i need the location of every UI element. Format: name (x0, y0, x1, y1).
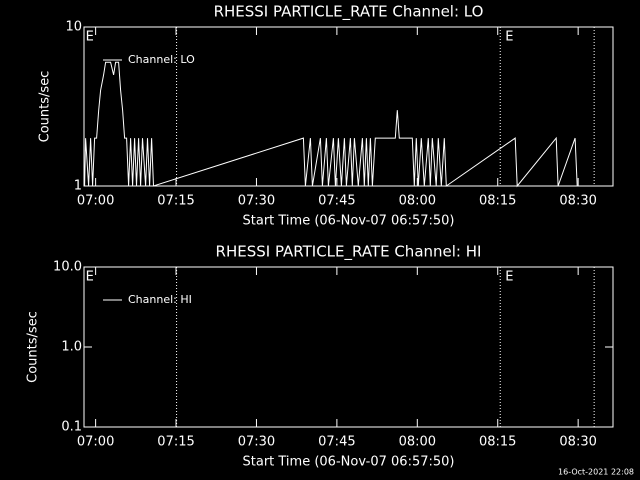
x-tick-label: 08:00 (399, 435, 436, 450)
annotation: E (86, 270, 94, 285)
x-tick-label: 07:15 (157, 435, 194, 450)
annotation: E (505, 270, 513, 285)
chart-title: RHESSI PARTICLE_RATE Channel: LO (214, 3, 484, 22)
footer: 16-Oct-2021 22:08 (558, 468, 634, 477)
x-axis-label: Start Time (06-Nov-07 06:57:50) (243, 455, 455, 470)
y-tick-label: 10.0 (53, 260, 82, 275)
x-tick-label: 07:45 (318, 435, 355, 450)
x-tick-label: 07:45 (318, 194, 355, 209)
data-line (84, 61, 599, 188)
y-tick-label: 1 (74, 179, 82, 194)
x-tick-label: 08:30 (559, 194, 596, 209)
y-tick-label: 1.0 (61, 340, 82, 355)
x-tick-label: 08:00 (399, 194, 436, 209)
legend-label: Channel: HI (128, 293, 192, 306)
chart-title: RHESSI PARTICLE_RATE Channel: HI (216, 243, 482, 262)
x-tick-label: 08:15 (479, 435, 516, 450)
y-axis-label: Counts/sec (26, 311, 41, 383)
x-tick-label: 07:00 (77, 194, 114, 209)
x-tick-label: 07:15 (157, 194, 194, 209)
legend-label: Channel: LO (128, 53, 195, 66)
y-tick-label: 10 (65, 20, 82, 35)
x-tick-label: 07:30 (238, 435, 275, 450)
y-axis-label: Counts/sec (38, 71, 53, 143)
y-tick-label: 0.1 (61, 420, 82, 435)
annotation: E (505, 30, 513, 45)
x-tick-label: 08:30 (559, 435, 596, 450)
x-tick-label: 07:00 (77, 435, 114, 450)
plot-frame (83, 266, 614, 428)
x-tick-label: 07:30 (238, 194, 275, 209)
annotation: E (86, 30, 94, 45)
plot-frame (83, 26, 614, 187)
x-tick-label: 08:15 (479, 194, 516, 209)
x-axis-label: Start Time (06-Nov-07 06:57:50) (243, 214, 455, 229)
